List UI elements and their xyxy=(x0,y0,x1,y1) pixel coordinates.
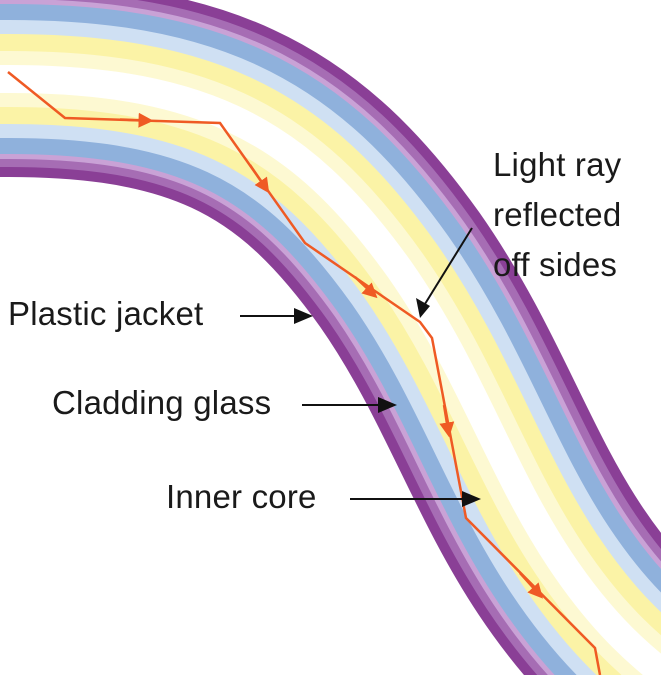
light-ray-path xyxy=(7,71,602,675)
cladding-glass-label: Cladding glass xyxy=(52,384,271,421)
label-pointers xyxy=(240,227,481,507)
light-ray-pointer-head xyxy=(416,298,430,318)
cladding-glass-pointer-head xyxy=(378,397,397,413)
inner-core-label: Inner core xyxy=(166,478,317,515)
ray-direction-arrow xyxy=(119,112,154,128)
light-ray xyxy=(7,71,602,675)
light-ray-pointer xyxy=(419,227,473,313)
labels: Light ray reflected off sides Plastic ja… xyxy=(8,146,622,515)
inner-core-center xyxy=(0,64,661,675)
light-ray-label-line-1: Light ray xyxy=(493,146,622,183)
plastic-jacket-pointer-head xyxy=(294,308,313,324)
plastic-jacket-label: Plastic jacket xyxy=(8,295,203,332)
ray-direction-arrow xyxy=(248,164,270,194)
inner-core-pointer-head xyxy=(462,491,481,507)
light-ray-label-line-3: off sides xyxy=(493,246,617,283)
light-ray-label-line-2: reflected xyxy=(493,196,621,233)
ray-direction-arrow xyxy=(439,404,455,438)
ray-direction-arrow xyxy=(519,572,544,599)
ray-direction-arrow xyxy=(354,276,378,299)
